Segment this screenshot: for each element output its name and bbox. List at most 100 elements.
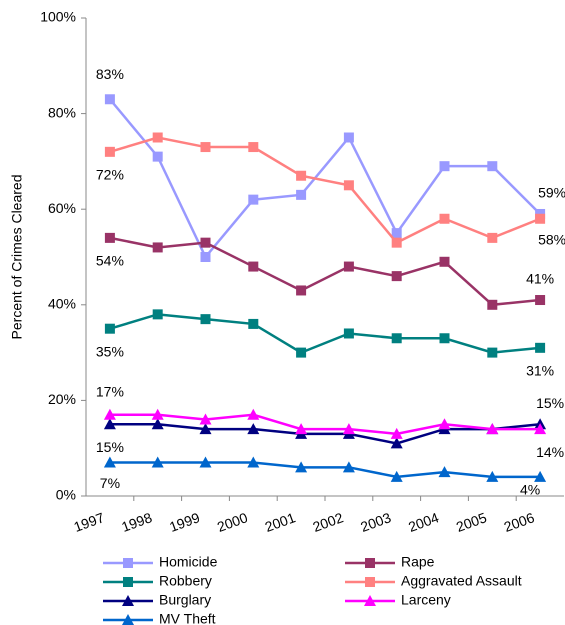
data-label: 54% xyxy=(96,253,124,269)
data-point xyxy=(438,466,451,478)
data-point xyxy=(391,333,402,344)
data-point xyxy=(439,213,450,224)
series-line xyxy=(109,461,541,479)
data-point xyxy=(390,427,403,439)
legend-label: Aggravated Assault xyxy=(401,573,522,589)
data-label: 15% xyxy=(96,439,124,455)
data-point xyxy=(343,132,354,143)
data-point xyxy=(534,423,547,435)
x-tick-label: 1999 xyxy=(167,509,202,535)
legend-label: Larceny xyxy=(401,592,451,608)
data-point xyxy=(152,309,163,320)
data-point xyxy=(247,408,260,420)
data-point xyxy=(104,146,115,157)
data-point xyxy=(343,261,354,272)
data-label: 41% xyxy=(526,271,554,287)
data-point xyxy=(104,94,115,105)
data-point xyxy=(439,333,450,344)
x-tick-label: 2000 xyxy=(215,509,250,535)
data-point xyxy=(296,170,307,181)
data-point xyxy=(486,470,499,482)
data-point xyxy=(247,456,260,468)
series-line xyxy=(108,98,541,260)
y-tick-label: 40% xyxy=(48,296,76,312)
legend-marker xyxy=(365,577,375,587)
data-point xyxy=(296,285,307,296)
y-axis-label: Percent of Crimes Cleared xyxy=(9,175,25,340)
data-point xyxy=(486,423,499,435)
data-point xyxy=(487,347,498,358)
data-point xyxy=(343,180,354,191)
data-label: 17% xyxy=(96,383,124,399)
data-point xyxy=(199,413,212,425)
data-point xyxy=(439,161,450,172)
legend-marker xyxy=(364,595,376,606)
series-line xyxy=(109,313,541,354)
legend-marker xyxy=(122,614,134,625)
data-point xyxy=(342,423,355,435)
data-point xyxy=(438,418,451,430)
data-point xyxy=(200,314,211,325)
y-tick-label: 60% xyxy=(48,200,76,216)
data-point xyxy=(199,423,212,435)
data-point xyxy=(152,132,163,143)
x-tick-label: 2002 xyxy=(311,509,346,535)
x-tick-label: 1997 xyxy=(72,509,107,535)
data-point xyxy=(487,232,498,243)
data-point xyxy=(247,423,260,435)
data-point xyxy=(152,151,163,162)
data-point xyxy=(487,299,498,310)
data-point xyxy=(391,271,402,282)
data-point xyxy=(390,437,403,449)
legend-label: Burglary xyxy=(159,592,211,608)
y-tick-label: 20% xyxy=(48,391,76,407)
x-tick-label: 2005 xyxy=(454,509,489,535)
data-label: 58% xyxy=(538,231,565,247)
data-label: 72% xyxy=(96,167,124,183)
data-point xyxy=(199,456,212,468)
data-point xyxy=(151,456,164,468)
data-point xyxy=(296,189,307,200)
data-point xyxy=(439,256,450,267)
data-point xyxy=(534,470,547,482)
data-point xyxy=(104,323,115,334)
legend-marker xyxy=(123,558,133,568)
x-tick-label: 2003 xyxy=(358,509,393,535)
data-point xyxy=(248,142,259,153)
data-label: 83% xyxy=(96,66,124,82)
data-point xyxy=(295,423,308,435)
x-tick-label: 1998 xyxy=(119,509,154,535)
legend-marker xyxy=(123,577,133,587)
data-point xyxy=(248,318,259,329)
legend-marker xyxy=(122,595,134,606)
legend-label: Robbery xyxy=(159,573,212,589)
legend-label: Rape xyxy=(401,554,435,570)
data-point xyxy=(103,418,116,430)
data-point xyxy=(391,237,402,248)
data-point xyxy=(151,418,164,430)
x-tick-label: 2004 xyxy=(406,509,441,535)
data-point xyxy=(296,347,307,358)
series-line xyxy=(109,136,541,245)
legend-label: Homicide xyxy=(159,554,218,570)
data-label: 15% xyxy=(536,395,564,411)
data-label: 35% xyxy=(96,343,124,359)
data-point xyxy=(343,328,354,339)
data-point xyxy=(104,232,115,243)
data-point xyxy=(535,213,546,224)
data-point xyxy=(200,237,211,248)
data-point xyxy=(487,161,498,172)
data-label: 59% xyxy=(538,185,565,201)
data-label: 14% xyxy=(536,444,564,460)
x-tick-label: 2006 xyxy=(502,509,537,535)
data-point xyxy=(390,470,403,482)
data-label: 7% xyxy=(100,475,120,491)
data-point xyxy=(248,261,259,272)
series-line xyxy=(109,413,541,436)
y-tick-label: 80% xyxy=(48,104,76,120)
data-point xyxy=(152,242,163,253)
series-line xyxy=(109,423,541,445)
data-point xyxy=(151,408,164,420)
data-label: 4% xyxy=(520,482,540,498)
